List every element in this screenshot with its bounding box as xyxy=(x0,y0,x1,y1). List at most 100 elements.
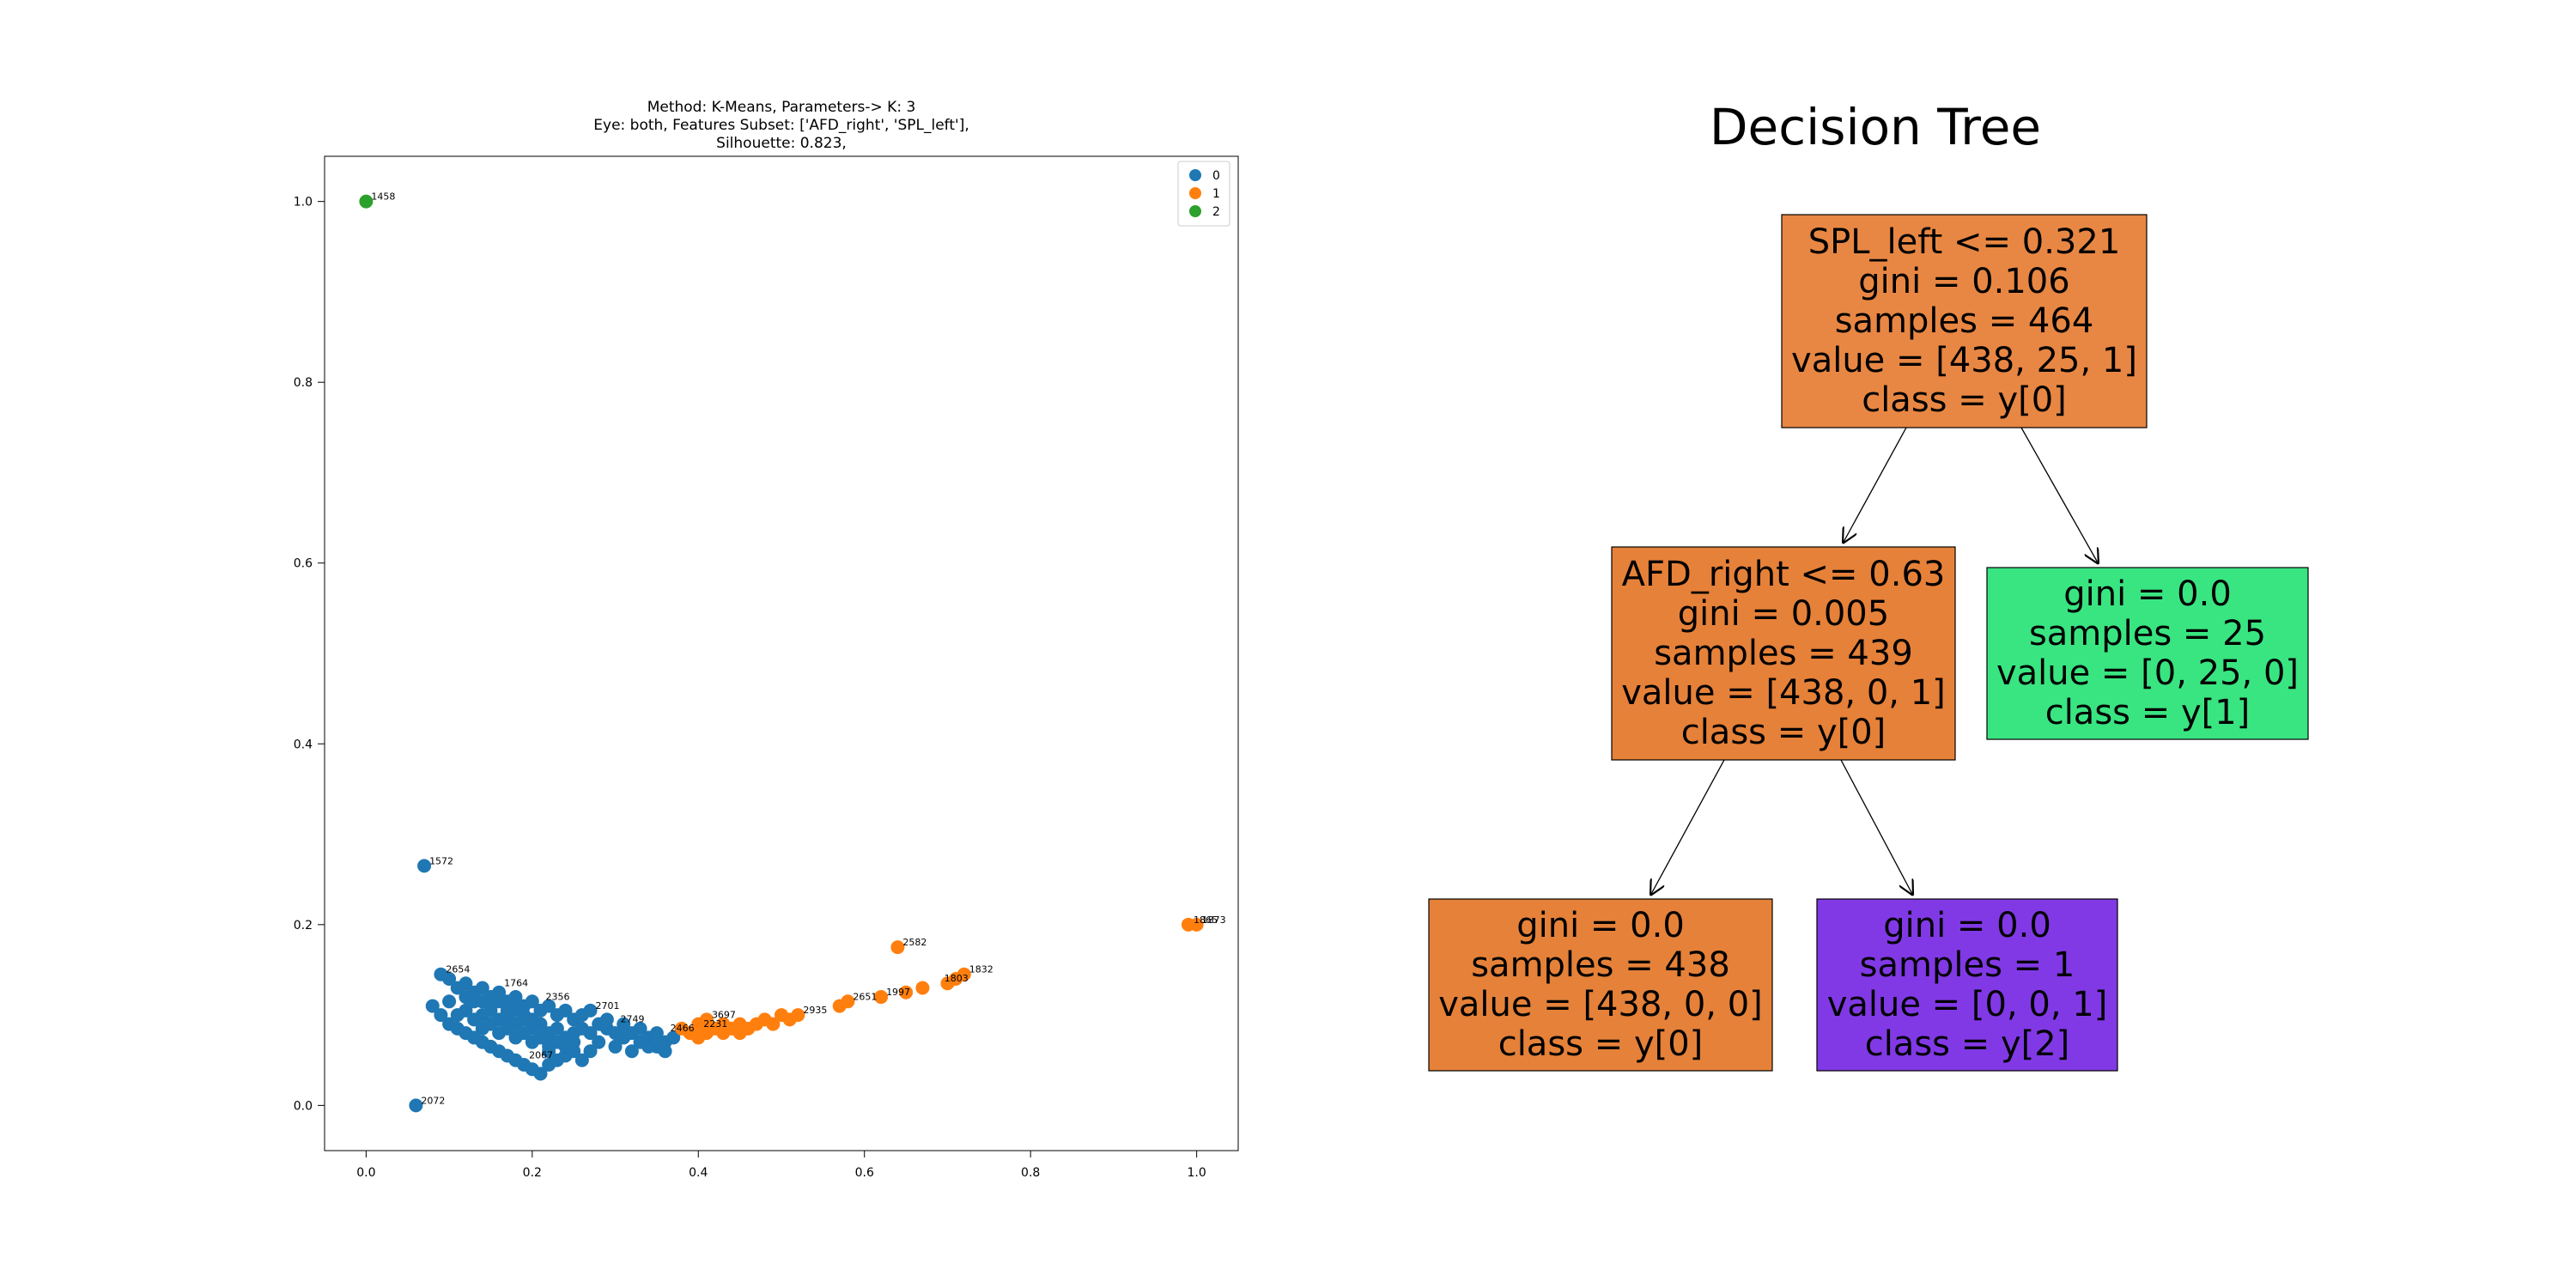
legend-label: 0 xyxy=(1212,169,1220,183)
tree-node-text: gini = 0.005 xyxy=(1678,594,1889,634)
tree-edge xyxy=(1840,759,1913,896)
tree-edges xyxy=(1650,427,2099,896)
point-annotation: 2067 xyxy=(529,1050,553,1061)
x-tick-label: 0.0 xyxy=(356,1166,375,1180)
scatter-point-cluster-0 xyxy=(508,1030,523,1045)
tree-node-text: value = [438, 25, 1] xyxy=(1791,341,2137,380)
scatter-point-cluster-1 xyxy=(699,1026,714,1041)
scatter-point-cluster-0 xyxy=(467,1012,482,1027)
y-tick-label: 0.2 xyxy=(294,919,313,933)
tree-node-text: samples = 25 xyxy=(2029,614,2266,653)
tree-node-box xyxy=(1986,567,2309,740)
y-tick-label: 0.6 xyxy=(294,557,313,571)
x-tick-label: 0.4 xyxy=(689,1166,708,1180)
scatter-point-cluster-0 xyxy=(617,1017,631,1031)
point-annotation: 2654 xyxy=(446,964,470,975)
tree-edge xyxy=(1843,427,1907,544)
tree-node-box xyxy=(1428,898,1773,1072)
scatter-point-cluster-0 xyxy=(525,1012,539,1027)
tree-node-text: class = y[0] xyxy=(1498,1024,1704,1064)
tree-node-text: gini = 0.106 xyxy=(1858,262,2069,301)
scatter-point-cluster-1 xyxy=(1189,917,1204,932)
legend-box xyxy=(1177,161,1230,227)
tree-node-text: value = [438, 0, 0] xyxy=(1438,985,1763,1024)
scatter-point-cluster-0 xyxy=(508,990,523,1005)
scatter-point-cluster-0 xyxy=(583,1026,598,1041)
scatter-point-cluster-1 xyxy=(915,981,930,995)
legend-label: 2 xyxy=(1212,205,1220,219)
scatter-point-cluster-0 xyxy=(583,1003,598,1018)
scatter-point-cluster-0 xyxy=(641,1039,656,1054)
scatter-point-cluster-1 xyxy=(699,1012,714,1027)
tree-node-text: samples = 464 xyxy=(1835,301,2094,341)
point-annotation: 2356 xyxy=(545,991,569,1002)
scatter-point-cluster-0 xyxy=(425,999,440,1013)
scatter-point-cluster-0 xyxy=(409,1098,423,1113)
legend-marker xyxy=(1189,205,1201,217)
legend: 0 1 2 xyxy=(1177,161,1230,227)
point-annotation: 2466 xyxy=(671,1023,695,1034)
x-axis: 0.0 0.2 0.4 0.6 0.8 1.0 xyxy=(356,1151,1206,1180)
tree-edge xyxy=(1650,759,1725,896)
point-annotation: 1997 xyxy=(886,987,910,998)
scatter-point-cluster-1 xyxy=(841,994,855,1009)
scatter-point-cluster-0 xyxy=(658,1044,672,1059)
point-annotation: 2701 xyxy=(596,1000,620,1012)
tree-node-text: class = y[2] xyxy=(1865,1024,2070,1064)
scatter-point-cluster-0 xyxy=(599,1012,614,1027)
scatter-point-cluster-1 xyxy=(874,990,889,1005)
tree-node-text: class = y[0] xyxy=(1862,380,2067,420)
scatter-point-cluster-1 xyxy=(957,967,971,981)
scatter-point-cluster-0 xyxy=(574,1053,589,1067)
tree-node-box xyxy=(1816,898,2118,1072)
point-annotation: 1832 xyxy=(969,964,993,975)
scatter-point-cluster-0 xyxy=(583,1044,598,1059)
tree-title: Decision Tree xyxy=(1710,98,2041,156)
tree-node-text: value = [0, 25, 0] xyxy=(1996,653,2299,693)
y-tick-label: 0.8 xyxy=(294,376,313,390)
scatter-title-line: Silhouette: 0.823, xyxy=(716,135,847,152)
point-annotation: 1458 xyxy=(371,191,395,203)
y-tick-label: 0.4 xyxy=(294,738,313,751)
scatter-point-cluster-0 xyxy=(475,981,489,995)
point-annotation: 2651 xyxy=(853,991,877,1002)
point-annotation: 1572 xyxy=(429,855,453,866)
scatter-point-cluster-0 xyxy=(550,1021,564,1036)
tree-node-text: value = [0, 0, 1] xyxy=(1827,985,2108,1024)
y-tick-label: 1.0 xyxy=(294,196,313,210)
point-annotation: 1803 xyxy=(945,973,969,984)
point-annotation: 1865 xyxy=(1194,914,1218,926)
tree-node-text: samples = 439 xyxy=(1654,634,1913,673)
scatter-point-cluster-0 xyxy=(558,1039,573,1054)
scatter-point-cluster-0 xyxy=(525,1035,539,1049)
scatter-point-cluster-0 xyxy=(417,859,432,873)
tree-node-text: value = [438, 0, 1] xyxy=(1621,673,1946,713)
tree-node-text: class = y[1] xyxy=(2045,693,2251,732)
scatter-point-cluster-0 xyxy=(459,990,473,1005)
scatter-point-cluster-0 xyxy=(492,994,507,1009)
scatter-point-cluster-0 xyxy=(525,994,539,1009)
tree-node-text: gini = 0.0 xyxy=(1883,906,2051,945)
scatter-title-line: Method: K-Means, Parameters-> K: 3 xyxy=(647,99,916,116)
scatter-point-cluster-0 xyxy=(475,1021,489,1036)
x-tick-label: 0.6 xyxy=(855,1166,874,1180)
tree-node-text: gini = 0.0 xyxy=(1516,906,1685,945)
scatter-point-cluster-0 xyxy=(558,1003,573,1018)
scatter-point-cluster-0 xyxy=(666,1030,681,1045)
legend-label: 1 xyxy=(1212,187,1220,201)
x-tick-label: 0.8 xyxy=(1021,1166,1040,1180)
tree-node-text: class = y[0] xyxy=(1681,713,1886,752)
points-layer xyxy=(359,194,1204,1113)
scatter-point-cluster-0 xyxy=(442,994,457,1009)
point-annotation: 3697 xyxy=(712,1009,736,1020)
scatter-point-cluster-0 xyxy=(608,1039,623,1054)
tree-edge xyxy=(2020,427,2099,564)
scatter-point-cluster-0 xyxy=(450,1008,465,1023)
scatter-point-cluster-1 xyxy=(732,1026,747,1041)
scatter-point-cluster-0 xyxy=(542,1044,556,1059)
point-annotation: 2582 xyxy=(902,937,927,948)
